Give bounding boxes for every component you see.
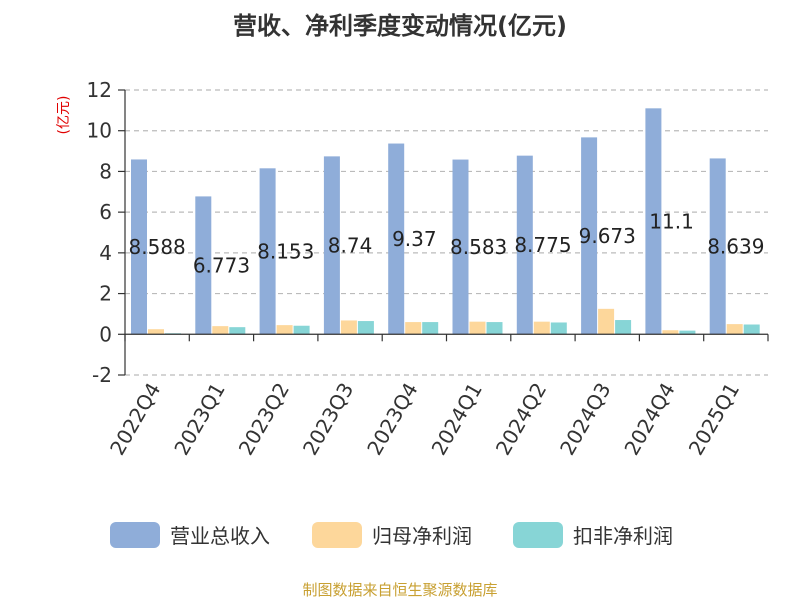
data-label: 11.1 — [649, 209, 694, 233]
x-tick-label: 2024Q4 — [619, 379, 679, 460]
y-tick-label: -2 — [92, 363, 112, 387]
bar-series-2-2024Q3 — [615, 320, 632, 335]
bar-series-1-2024Q2 — [533, 321, 550, 335]
y-axis-label: (亿元) — [56, 96, 72, 135]
bar-series-2-2023Q1 — [229, 327, 246, 335]
legend-label-revenue: 营业总收入 — [170, 524, 270, 548]
bar-series-1-2023Q1 — [212, 326, 229, 335]
bar-series-0-2022Q4 — [131, 159, 147, 335]
axes: -2 0 2 4 6 8 10 12 2022Q4 2023Q1 2023Q2 2023Q3 2023Q… — [87, 78, 769, 460]
bar-series-1-2023Q4 — [405, 322, 422, 335]
bar-series-0-2023Q4 — [388, 143, 405, 335]
legend[interactable]: 营业总收入 归母净利润 扣非净利润 — [110, 522, 673, 548]
source-note: 制图数据来自恒生聚源数据库 — [302, 581, 497, 599]
data-label: 8.588 — [129, 235, 186, 259]
legend-swatch-deducted-net-profit — [513, 522, 563, 548]
x-tick-label: 2025Q1 — [684, 379, 744, 460]
bar-series-2-2024Q1 — [486, 322, 503, 335]
x-tick-label: 2024Q2 — [491, 379, 551, 460]
x-tick-label: 2024Q1 — [427, 379, 487, 460]
bar-series-1-2024Q1 — [469, 321, 486, 335]
legend-label-deducted-net-profit: 扣非净利润 — [573, 524, 673, 548]
data-labels: 8.588 6.773 8.153 8.74 9.37 8.583 8.775 9.673 11… — [129, 209, 765, 277]
data-label: 6.773 — [193, 253, 250, 277]
bar-series-1-2024Q4 — [662, 330, 679, 335]
x-tick-label: 2022Q4 — [105, 379, 165, 460]
bar-series-1-2023Q3 — [340, 320, 357, 335]
x-tick-label: 2023Q1 — [169, 379, 229, 460]
legend-item-revenue[interactable]: 营业总收入 — [110, 522, 270, 548]
data-label: 9.37 — [392, 227, 437, 251]
data-label: 8.583 — [450, 235, 507, 259]
legend-item-deducted-net-profit[interactable]: 扣非净利润 — [513, 522, 673, 548]
data-label: 8.639 — [707, 234, 764, 258]
chart-title: 营收、净利季度变动情况(亿元) — [233, 12, 567, 40]
y-tick-label: 4 — [99, 241, 112, 265]
bar-series-2-2024Q2 — [550, 322, 567, 335]
legend-swatch-revenue — [110, 522, 160, 548]
y-tick-label: 0 — [99, 322, 112, 346]
y-tick-label: 12 — [87, 78, 112, 102]
bar-series-0-2023Q2 — [259, 168, 276, 335]
bar-series-2-2024Q4 — [679, 330, 696, 335]
data-label: 8.153 — [257, 239, 314, 263]
bar-series-1-2022Q4 — [148, 329, 164, 335]
data-label: 8.74 — [328, 233, 373, 257]
bars — [131, 108, 760, 335]
bar-series-1-2024Q3 — [598, 308, 615, 335]
y-tick-label: 10 — [87, 119, 112, 143]
bar-series-0-2024Q1 — [452, 159, 469, 335]
legend-item-net-profit[interactable]: 归母净利润 — [312, 522, 472, 548]
x-tick-label: 2023Q2 — [234, 379, 294, 460]
bar-series-2-2025Q1 — [743, 324, 760, 335]
y-tick-label: 8 — [99, 159, 112, 183]
bar-series-0-2023Q3 — [323, 156, 340, 335]
bar-series-0-2023Q1 — [195, 196, 212, 335]
bar-series-0-2025Q1 — [709, 158, 726, 335]
y-tick-label: 2 — [99, 282, 112, 306]
bar-series-0-2024Q2 — [516, 155, 533, 335]
data-label: 8.775 — [514, 233, 571, 257]
bar-series-0-2024Q3 — [581, 137, 598, 335]
x-tick-label: 2024Q3 — [555, 379, 615, 460]
legend-swatch-net-profit — [312, 522, 362, 548]
x-tick-label: 2023Q4 — [362, 379, 422, 460]
x-tick-label: 2023Q3 — [298, 379, 358, 460]
bar-series-2-2023Q3 — [357, 321, 374, 335]
bar-series-2-2023Q2 — [293, 325, 310, 335]
bar-series-1-2025Q1 — [726, 324, 743, 335]
legend-label-net-profit: 归母净利润 — [372, 524, 472, 548]
y-tick-label: 6 — [99, 200, 112, 224]
bar-series-2-2023Q4 — [422, 322, 439, 335]
data-label: 9.673 — [579, 224, 636, 248]
bar-series-1-2023Q2 — [276, 325, 293, 335]
bar-series-0-2024Q4 — [645, 108, 662, 335]
